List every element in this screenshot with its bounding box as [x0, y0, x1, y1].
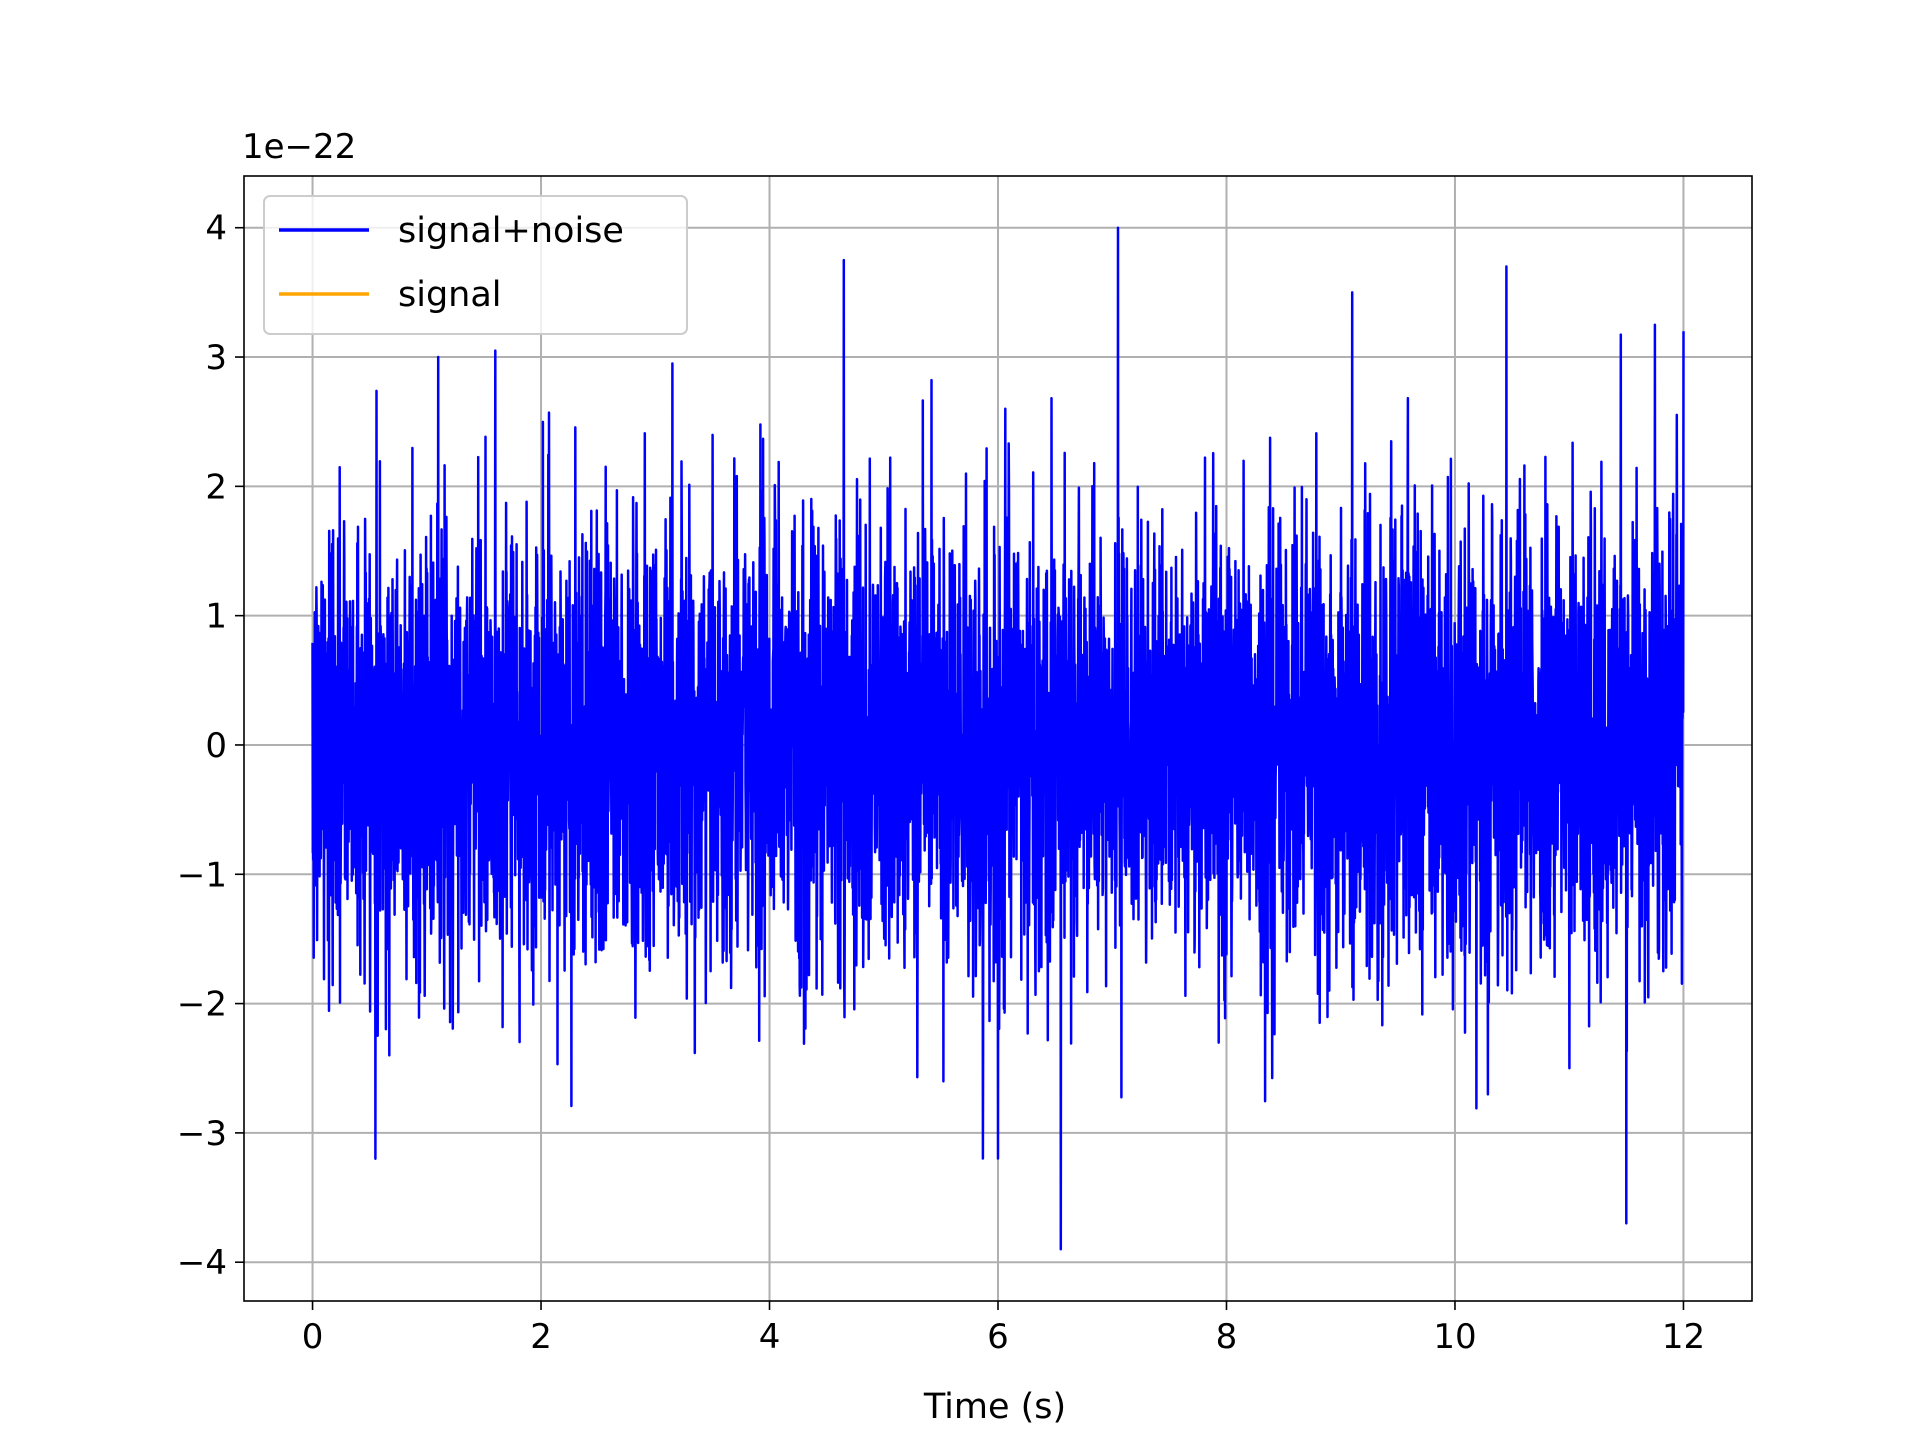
x-axis-ticks: 0 2 4 6 8 10 12	[302, 1301, 1705, 1357]
y-tick-label-8: 4	[205, 209, 227, 249]
legend-label-signal: signal	[398, 275, 502, 315]
x-axis-label: Time (s)	[923, 1387, 1066, 1427]
legend-label-signal-noise: signal+noise	[398, 211, 624, 251]
y-tick-label-5: 1	[205, 597, 227, 637]
y-tick-label-2: −2	[177, 985, 227, 1025]
y-tick-label-0: −4	[177, 1243, 227, 1283]
y-tick-label-6: 2	[205, 467, 227, 507]
y-tick-label-7: 3	[205, 338, 227, 378]
x-tick-label-2: 4	[759, 1317, 781, 1357]
series-layer	[311, 226, 1685, 1251]
x-tick-label-1: 2	[530, 1317, 552, 1357]
y-tick-label-4: 0	[205, 726, 227, 766]
x-tick-label-6: 12	[1662, 1317, 1705, 1357]
x-tick-label-3: 6	[987, 1317, 1009, 1357]
x-tick-label-5: 10	[1433, 1317, 1476, 1357]
legend-box	[263, 195, 688, 335]
x-tick-label-0: 0	[302, 1317, 324, 1357]
series-line-signal-noise	[311, 226, 1685, 1251]
y-axis-ticks: −4 −3 −2 −1 0 1 2 3 4	[177, 209, 244, 1283]
y-tick-label-1: −3	[177, 1114, 227, 1154]
legend: signal+noise signal	[263, 195, 688, 335]
y-axis-offset-text: 1e−22	[242, 127, 356, 167]
y-tick-label-3: −1	[177, 855, 227, 895]
x-tick-label-4: 8	[1216, 1317, 1238, 1357]
